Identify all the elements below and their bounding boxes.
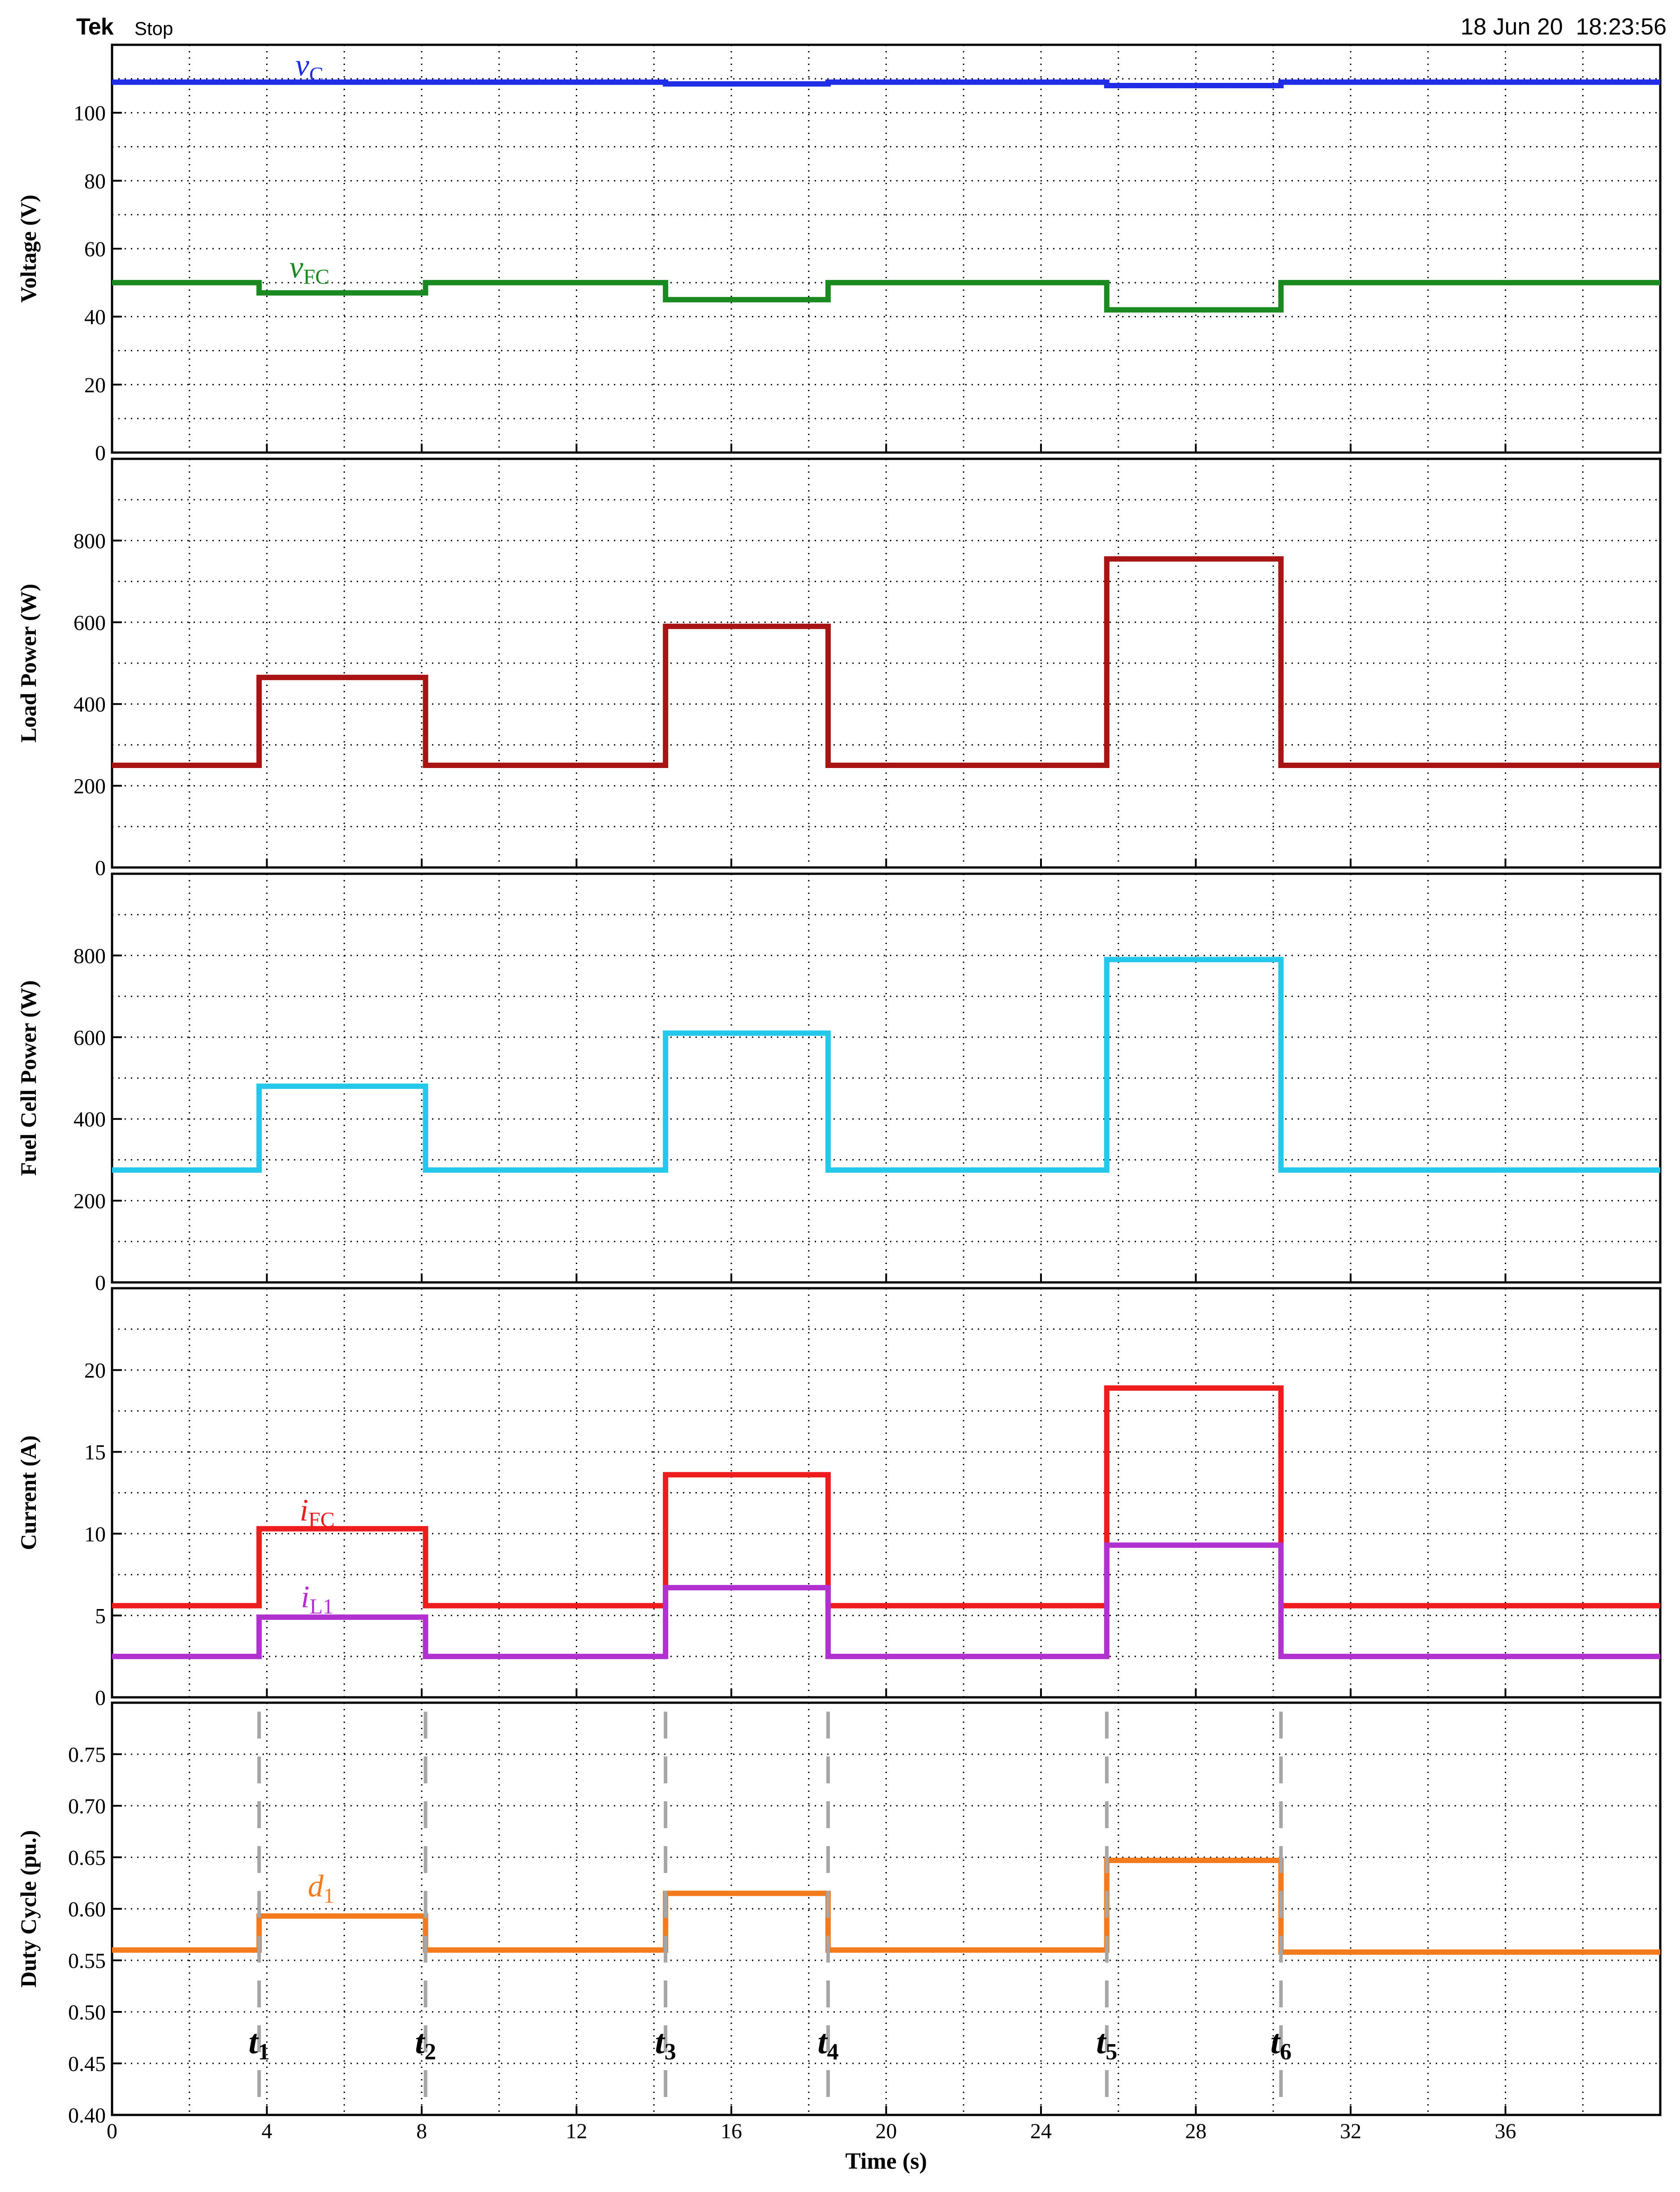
voltage-axis-title: Voltage (V)	[16, 194, 41, 302]
series-vFC	[112, 280, 1660, 313]
fuel-cell-power-ytick-label: 600	[73, 1026, 106, 1050]
duty-cycle-ytick-label: 0.40	[68, 2104, 106, 2127]
duty-cycle-ytick-label: 0.70	[68, 1795, 106, 1818]
series-label-iL1: iL1	[301, 1580, 333, 1618]
fuel-cell-power-ytick-label: 400	[73, 1108, 106, 1131]
panel-load-power: 0 200 400 600 800 Load Power (W)	[16, 457, 1662, 880]
duty-cycle-ytick-label: 0.65	[68, 1846, 106, 1870]
voltage-ytick-label: 0	[95, 441, 106, 465]
event-label-t6: t6	[1270, 2023, 1291, 2065]
voltage-ytick-label: 80	[84, 169, 106, 193]
event-label-t1: t1	[249, 2023, 270, 2065]
series-d1	[112, 1857, 1660, 1955]
series-label-vFC: vFC	[289, 250, 330, 289]
series-label-vC: vC	[295, 48, 324, 86]
duty-cycle-ytick-label: 0.50	[68, 2001, 106, 2024]
xtick-label: 8	[416, 2119, 427, 2143]
xtick-label: 28	[1185, 2119, 1207, 2143]
current-ytick-label: 10	[84, 1523, 106, 1546]
load-power-axis-title: Load Power (W)	[16, 584, 41, 743]
fuel-cell-power-ytick-label: 200	[73, 1190, 106, 1213]
timestamp: 18 Jun 20 18:23:56	[1460, 14, 1667, 40]
xtick-label: 24	[1030, 2119, 1052, 2143]
x-axis-title: Time (s)	[845, 2149, 927, 2174]
voltage-ytick-label: 100	[73, 102, 106, 125]
current-ytick-label: 5	[95, 1604, 106, 1628]
panel-voltage: 0 20 40 60 80 100 Voltage (V) vC vFC	[16, 43, 1662, 465]
duty-cycle-ytick-label: 0.75	[68, 1743, 106, 1767]
xtick-label: 4	[262, 2119, 272, 2143]
panel-current: 0 5 10 15 20 Current (A) iFC iL1	[16, 1287, 1662, 1710]
panel-duty-cycle: 0.40 0.45 0.50 0.55 0.60 0.65 0.70 0.75 Duty Cyc…	[16, 1701, 1662, 2174]
current-ytick-label: 15	[84, 1441, 106, 1464]
event-label-t5: t5	[1096, 2023, 1117, 2065]
duty-cycle-ytick-label: 0.55	[68, 1949, 106, 1973]
series-load-power	[112, 556, 1660, 768]
xtick-label: 32	[1340, 2119, 1361, 2143]
voltage-ytick-label: 20	[84, 373, 106, 397]
duty-cycle-grid	[112, 1703, 1660, 2115]
event-label-t2: t2	[415, 2023, 436, 2065]
xtick-label: 16	[721, 2119, 742, 2143]
load-power-ytick-label: 600	[73, 611, 106, 635]
fuel-cell-power-grid	[112, 874, 1660, 1282]
series-label-iFC: iFC	[300, 1493, 335, 1532]
series-iFC	[112, 1385, 1660, 1609]
current-ytick-label: 20	[84, 1359, 106, 1383]
series-label-d1: d1	[308, 1869, 334, 1907]
series-fuel-cell-power	[112, 957, 1660, 1173]
current-grid	[112, 1288, 1660, 1697]
duty-cycle-ytick-label: 0.45	[68, 2052, 106, 2076]
current-axis-title: Current (A)	[16, 1436, 41, 1550]
load-power-ytick-label: 0	[95, 856, 106, 880]
load-power-ytick-label: 800	[73, 529, 106, 553]
load-power-grid	[112, 459, 1660, 867]
event-label-t3: t3	[655, 2023, 676, 2065]
voltage-ytick-label: 60	[84, 237, 106, 261]
series-iL1	[112, 1542, 1660, 1659]
acquisition-state: Stop	[134, 18, 173, 39]
xtick-label: 0	[107, 2119, 117, 2143]
current-ytick-label: 0	[95, 1686, 106, 1710]
xtick-label: 20	[876, 2119, 897, 2143]
xtick-label: 12	[566, 2119, 587, 2143]
voltage-grid	[112, 45, 1660, 453]
fuel-cell-power-axis-title: Fuel Cell Power (W)	[16, 980, 41, 1176]
series-vC	[112, 79, 1660, 88]
brand-label: Tek	[76, 14, 114, 40]
duty-cycle-axis-title: Duty Cycle (pu.)	[16, 1830, 41, 1987]
fuel-cell-power-ytick-label: 0	[95, 1271, 106, 1295]
panel-fuel-cell-power: 0 200 400 600 800 Fuel Cell Power (W)	[16, 872, 1662, 1295]
fuel-cell-power-ytick-label: 800	[73, 944, 106, 968]
duty-cycle-ytick-label: 0.60	[68, 1898, 106, 1921]
xtick-label: 36	[1495, 2119, 1516, 2143]
event-label-t4: t4	[817, 2023, 838, 2065]
load-power-ytick-label: 400	[73, 693, 106, 716]
load-power-ytick-label: 200	[73, 775, 106, 798]
voltage-ytick-label: 40	[84, 306, 106, 329]
